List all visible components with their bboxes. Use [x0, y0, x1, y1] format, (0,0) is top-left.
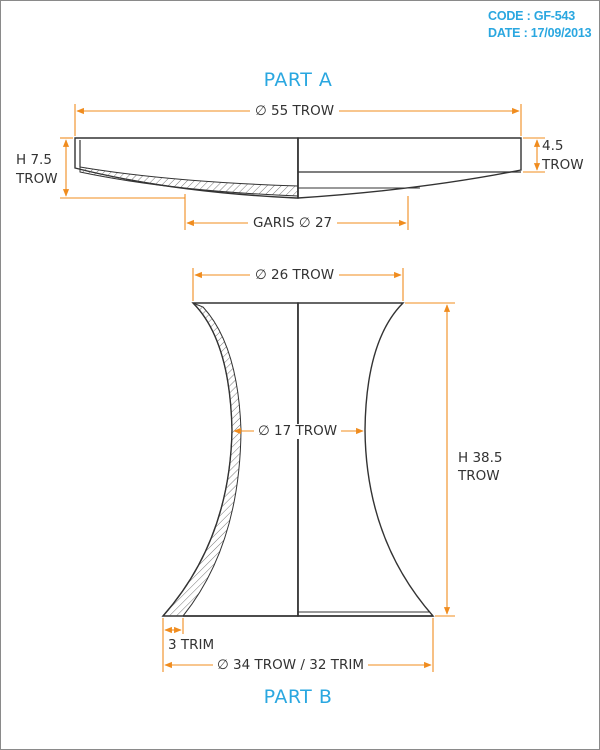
- part-a-drawing: [74, 137, 522, 199]
- part-a-garis-label: GARIS ∅ 27: [248, 216, 338, 231]
- part-b-height-label-line2: TROW: [458, 468, 500, 484]
- part-a-height-label-line1: H 7.5: [16, 152, 52, 168]
- drawing-date: DATE : 17/09/2013: [488, 26, 592, 40]
- part-b-height-label-line1: H 38.5: [458, 450, 503, 466]
- part-b-base-diameter-label: ∅ 34 TROW / 32 TRIM: [213, 658, 368, 673]
- part-a-diameter-label: ∅ 55 TROW: [250, 104, 340, 119]
- part-b-waist-diameter-label: ∅ 17 TROW: [254, 424, 342, 439]
- part-a-thickness-label-line1: 4.5: [542, 138, 564, 154]
- part-a-height-label-line2: TROW: [16, 171, 58, 187]
- part-b-drawing: [161, 302, 435, 617]
- title-block: CODE : GF-543 DATE : 17/09/2013: [488, 8, 592, 42]
- part-a-thickness-label-line2: TROW: [542, 157, 584, 173]
- part-b-trim-label: 3 TRIM: [168, 637, 215, 653]
- part-b-hatch: [161, 302, 242, 617]
- part-b-top-diameter-label: ∅ 26 TROW: [250, 268, 340, 283]
- part-b-view-right: [297, 302, 435, 617]
- part-b-title: PART B: [263, 686, 333, 708]
- drawing-code: CODE : GF-543: [488, 9, 575, 23]
- part-a-view-right: [297, 137, 522, 199]
- part-a-title: PART A: [263, 69, 333, 91]
